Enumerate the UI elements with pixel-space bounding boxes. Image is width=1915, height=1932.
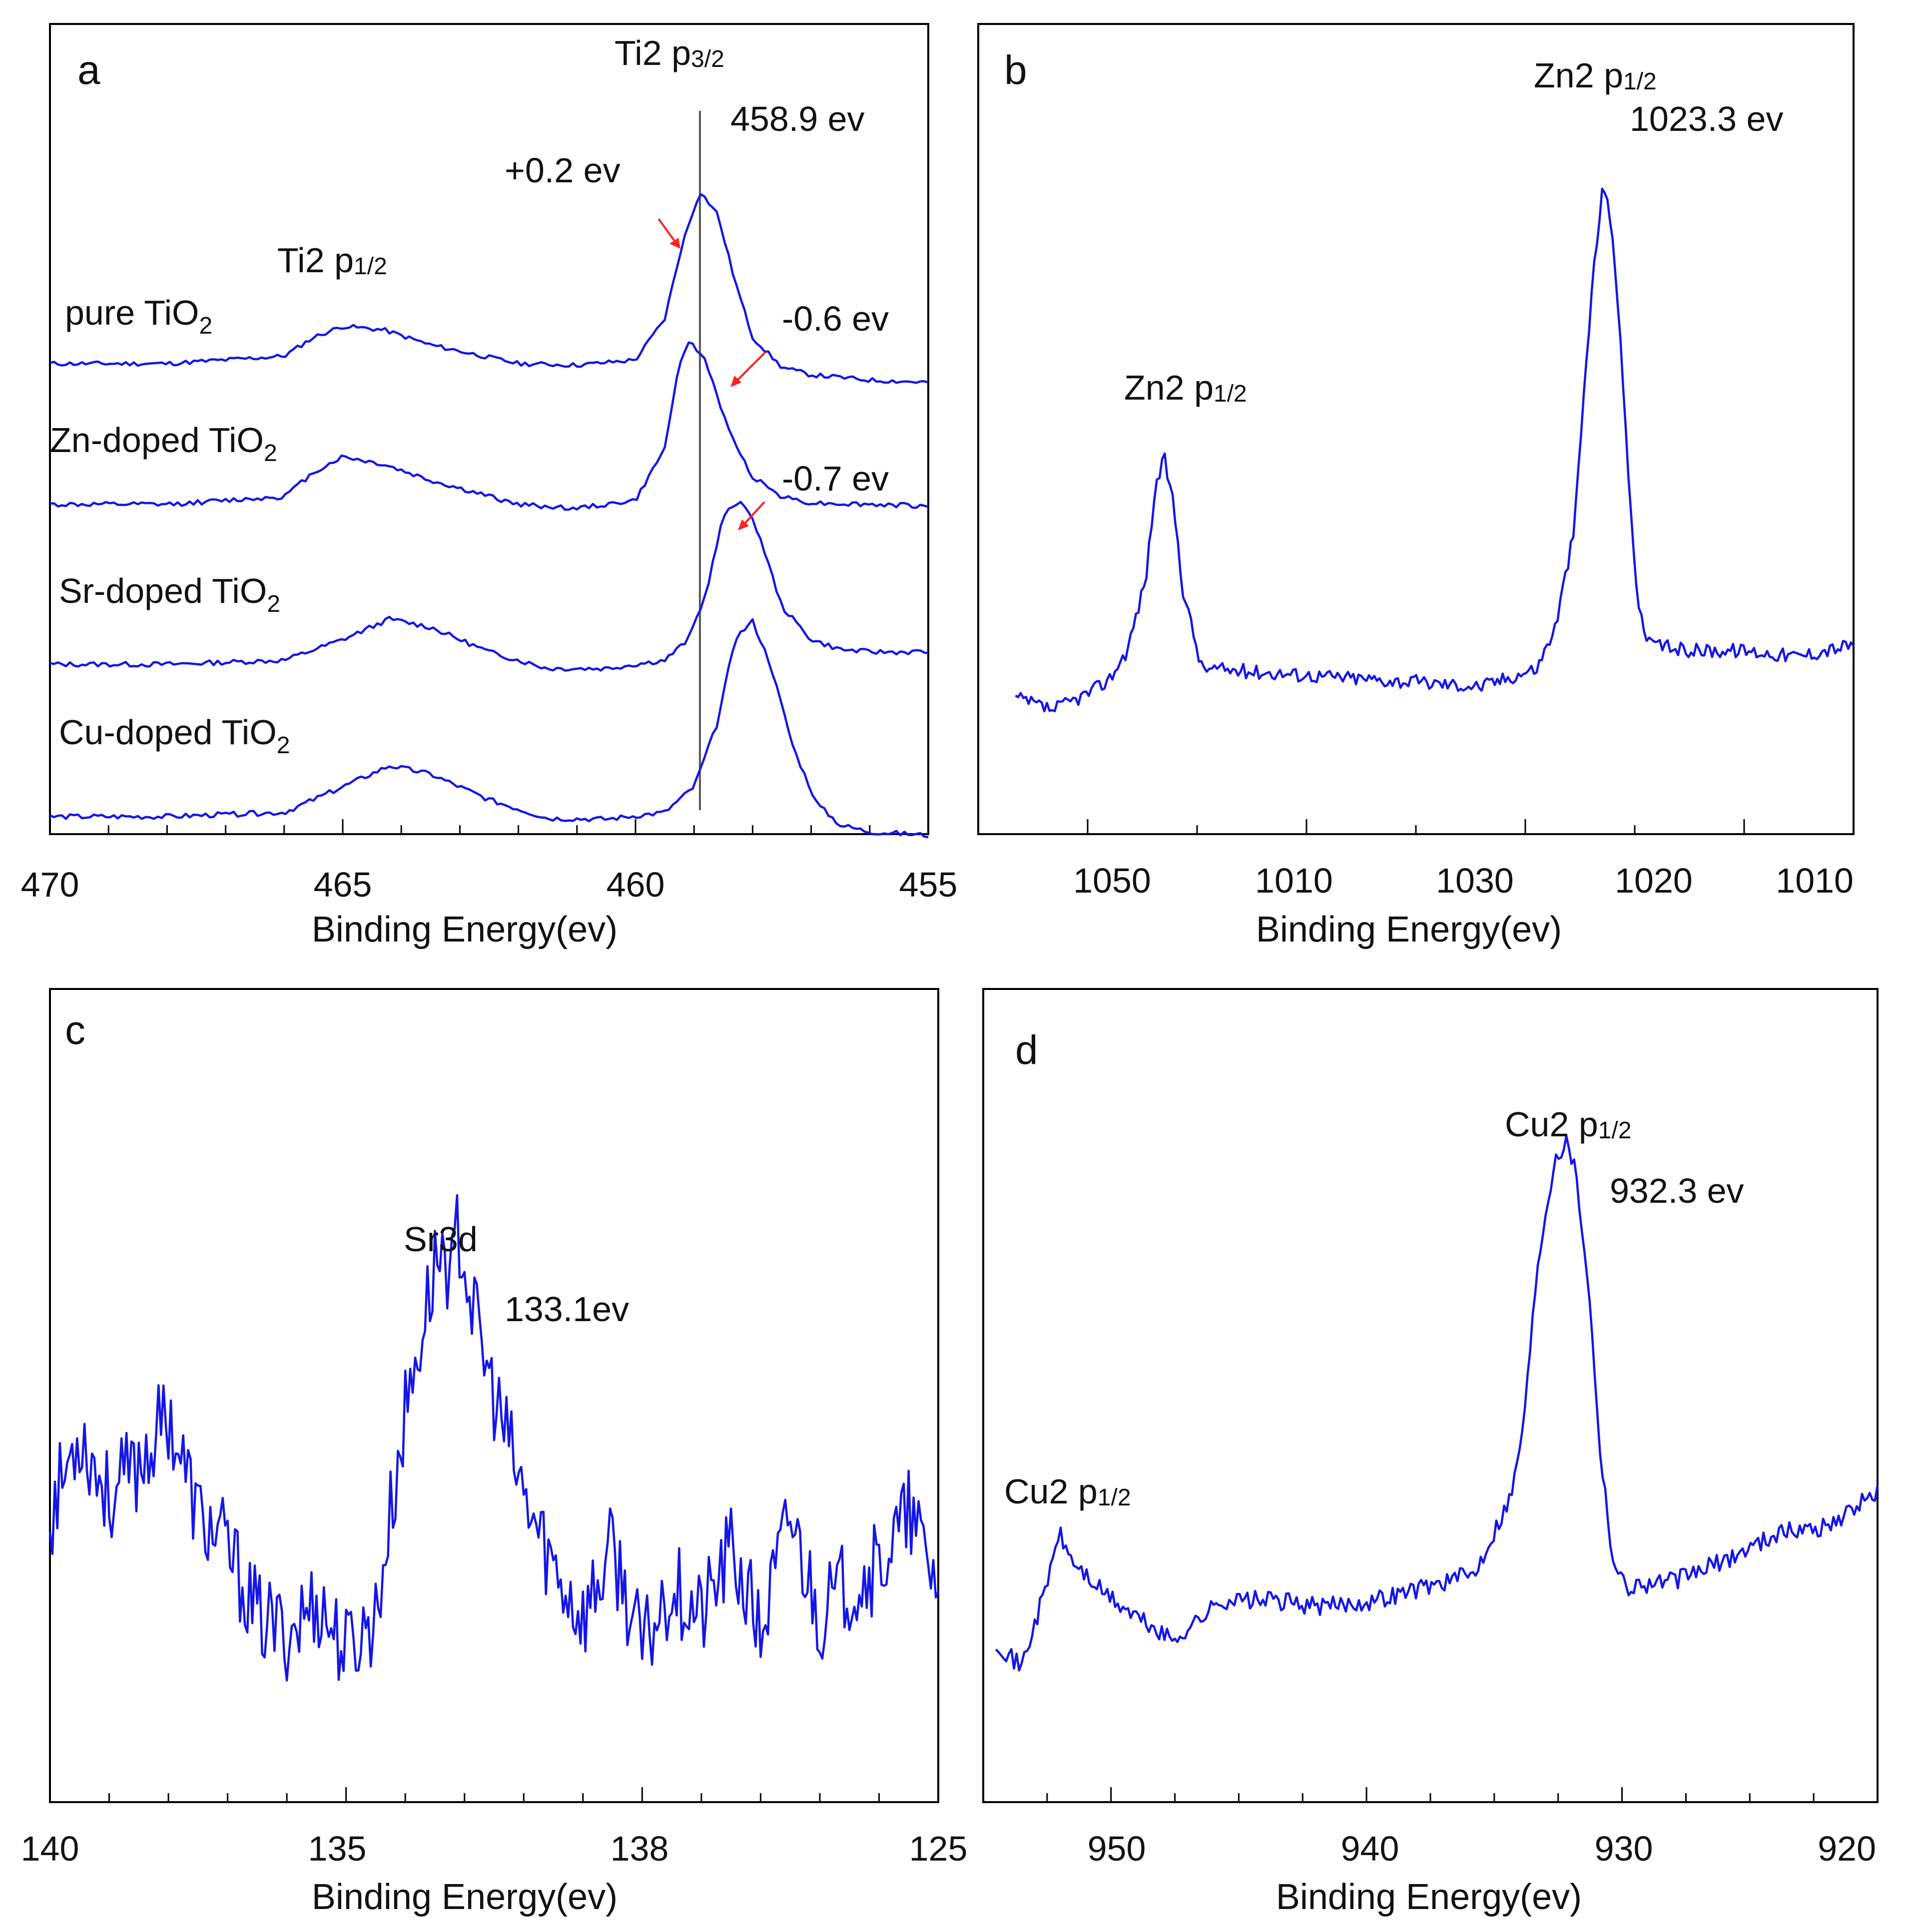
annotation-sr3d: Sr3d (404, 1220, 478, 1259)
panel-b-tick-label: 1050 (1073, 861, 1151, 900)
panel-c-spectrum (48, 1194, 940, 1682)
panel-d-x-axis-title: Binding Energy(ev) (1276, 1877, 1582, 1917)
annotation-ti-p12: Ti2 p1/2 (277, 241, 387, 280)
spectrum-cu-doped-tio2 (49, 618, 929, 839)
panel-d-frame (982, 988, 1879, 1803)
annotation-sr-133-1: 133.1ev (505, 1290, 629, 1329)
panel-d-ticks (982, 1787, 1879, 1802)
series-label-cu-doped-tio2: Cu-doped TiO2 (59, 713, 290, 759)
panel-d-tick-label: 940 (1341, 1829, 1399, 1868)
cu-spectrum (995, 1134, 1879, 1672)
panel-c: c 140 135 138 125 Binding Energy(ev) Sr3… (21, 988, 968, 1917)
panel-c-frame (49, 988, 939, 1803)
panel-d-tick-label: 930 (1595, 1829, 1653, 1868)
panel-b-label: b (1004, 47, 1027, 93)
panel-a-tick-label: 465 (314, 865, 372, 904)
panel-b-ticks (977, 819, 1855, 834)
spectrum-sr-doped-tio2 (49, 500, 929, 672)
panel-b-frame (977, 23, 1855, 835)
panel-b-tick-label: 1030 (1436, 861, 1514, 900)
annotation-cu-p-left: Cu2 p1/2 (1004, 1472, 1131, 1511)
panel-a-x-axis-title: Binding Energy(ev) (312, 910, 618, 950)
panel-a-frame (49, 23, 929, 835)
panel-d-tick-label: 950 (1088, 1829, 1146, 1868)
panel-a: a 470 465 460 455 Binding Energy(ev) pur… (21, 23, 958, 950)
panel-c-label: c (65, 1007, 85, 1053)
spectrum-pure-tio2 (49, 193, 929, 384)
panel-b-tick-label: 1010 (1776, 861, 1854, 900)
panel-c-tick-label: 140 (21, 1829, 79, 1868)
sr-spectrum (48, 1194, 940, 1682)
panel-d-spectrum (995, 1134, 1879, 1672)
panel-b-tick-label: 1020 (1615, 861, 1693, 900)
panel-a-minor-ticks (49, 819, 929, 834)
panel-a-tick-label: 470 (21, 865, 79, 904)
annotation-shift-zn: +0.2 ev (505, 151, 621, 190)
panel-b-tick-label: 1010 (1255, 861, 1333, 900)
panel-c-x-axis-title: Binding Energy(ev) (312, 1877, 618, 1917)
series-label-sr-doped-tio2: Sr-doped TiO2 (59, 571, 280, 617)
annotation-ti-p32: Ti2 p3/2 (615, 33, 724, 72)
zn-spectrum (1015, 187, 1855, 713)
panel-b-spectrum (1015, 187, 1855, 713)
panel-b: b 1050 1010 1030 1020 1010 Binding Energ… (977, 23, 1855, 950)
annotation-zn-p-main: Zn2 p1/2 (1534, 56, 1657, 95)
panel-a-label: a (77, 47, 100, 93)
annotation-shift-sr: -0.6 ev (782, 299, 889, 338)
annotation-cu-932-3: 932.3 ev (1610, 1171, 1744, 1210)
arrow-sr-shift (730, 351, 766, 387)
series-label-zn-doped-tio2: Zn-doped TiO2 (50, 421, 277, 467)
panel-c-ticks (49, 1787, 939, 1802)
arrow-cu-shift (738, 501, 765, 530)
panel-d: d 950 940 930 920 Binding Energy(ev) Cu2… (982, 988, 1879, 1917)
panel-d-label: d (1015, 1027, 1038, 1073)
annotation-zn-1023-3: 1023.3 ev (1630, 99, 1783, 138)
panel-b-x-axis-title: Binding Energy(ev) (1256, 910, 1562, 950)
panel-a-spectra (49, 193, 929, 839)
annotation-peak-458-9: 458.9 ev (730, 99, 865, 138)
panel-a-tick-label: 455 (899, 865, 958, 904)
panel-d-tick-label: 920 (1818, 1829, 1876, 1868)
spectrum-zn-doped-tio2 (49, 341, 929, 511)
panel-c-tick-label: 125 (909, 1829, 968, 1868)
panel-a-tick-label: 460 (607, 865, 665, 904)
annotation-zn-p-left: Zn2 p1/2 (1124, 368, 1247, 407)
annotation-shift-cu: -0.7 ev (782, 459, 889, 498)
panel-c-tick-label: 138 (611, 1829, 669, 1868)
panel-c-tick-label: 135 (308, 1829, 367, 1868)
annotation-cu-p-main: Cu2 p1/2 (1505, 1105, 1632, 1144)
series-label-pure-tio2: pure TiO2 (65, 293, 212, 339)
arrow-zn-shift (657, 218, 680, 249)
